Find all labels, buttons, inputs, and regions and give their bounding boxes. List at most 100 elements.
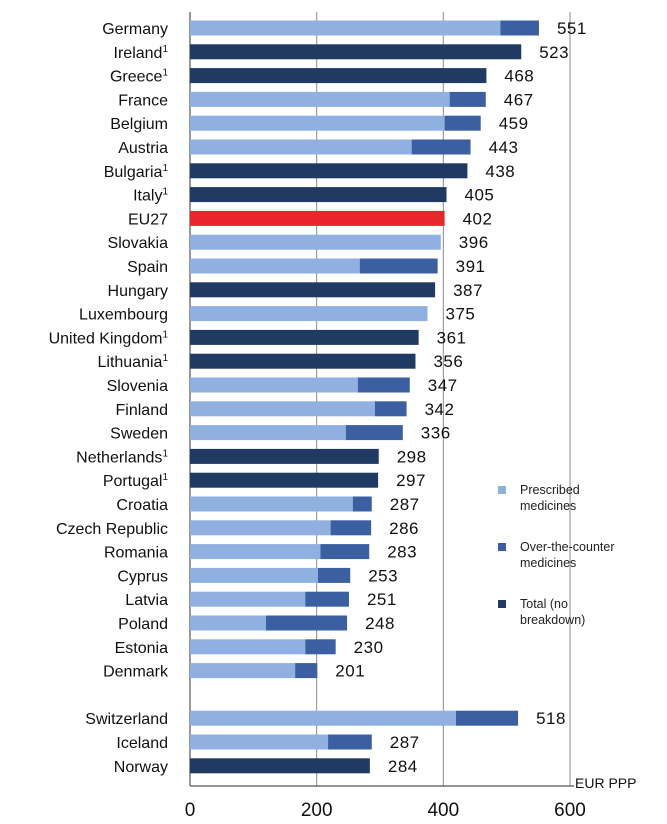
bar-prescribed-austria <box>190 139 412 155</box>
value-label-germany: 551 <box>557 19 587 38</box>
bar-total-italy <box>190 187 447 203</box>
value-label-romania: 283 <box>387 543 417 562</box>
value-label-united-kingdom: 361 <box>437 328 467 347</box>
x-axis: EUR PPP 0 200 400 600 <box>185 775 637 821</box>
category-label-estonia: Estonia <box>115 640 168 657</box>
bar-prescribed-luxembourg <box>190 306 428 322</box>
bar-otc-finland <box>374 401 407 417</box>
bar-otc-cyprus <box>317 567 351 583</box>
category-label-france: France <box>118 92 168 109</box>
x-tick-label: 200 <box>301 800 333 821</box>
category-label-cyprus: Cyprus <box>117 568 168 585</box>
bar-prescribed-finland <box>190 401 375 417</box>
legend-label-prescribed-line2: medicines <box>520 499 576 513</box>
legend-label-otc: Over-the-counter <box>520 540 614 554</box>
bar-total-netherlands <box>190 448 379 464</box>
bar-otc-czech-republic <box>330 520 372 536</box>
legend-label-prescribed: Prescribed <box>520 483 580 497</box>
value-label-slovakia: 396 <box>459 233 489 252</box>
bar-otc-estonia <box>305 639 336 655</box>
value-label-eu27: 402 <box>463 209 493 228</box>
category-label-latvia: Latvia <box>125 592 168 609</box>
category-label-hungary: Hungary <box>108 283 168 300</box>
value-label-luxembourg: 375 <box>446 305 476 324</box>
value-label-denmark: 201 <box>335 662 365 681</box>
bar-prescribed-iceland <box>190 734 329 750</box>
category-label-eu27: EU27 <box>128 211 168 228</box>
legend-swatch-total <box>498 600 506 608</box>
category-label-lithuania: Lithuania1 <box>97 353 168 371</box>
value-label-slovenia: 347 <box>428 376 458 395</box>
bar-total-norway <box>190 758 370 774</box>
category-label-poland: Poland <box>118 616 168 633</box>
category-label-germany: Germany <box>102 21 168 38</box>
bar-prescribed-czech-republic <box>190 520 331 536</box>
bar-prescribed-cyprus <box>190 567 318 583</box>
bar-otc-slovenia <box>357 377 410 393</box>
value-label-spain: 391 <box>456 257 486 276</box>
bar-prescribed-slovakia <box>190 234 441 250</box>
legend-label-otc-line2: medicines <box>520 556 576 570</box>
bar-otc-iceland <box>328 734 372 750</box>
value-label-cyprus: 253 <box>368 566 398 585</box>
bar-prescribed-spain <box>190 258 360 274</box>
category-label-bulgaria: Bulgaria1 <box>104 163 169 181</box>
bar-prescribed-denmark <box>190 663 296 679</box>
legend-label-total: Total (no <box>520 597 568 611</box>
value-label-poland: 248 <box>365 614 395 633</box>
x-tick-label: 400 <box>427 800 459 821</box>
bar-otc-belgium <box>444 115 481 131</box>
axis-unit-label: EUR PPP <box>575 775 636 791</box>
value-label-norway: 284 <box>388 757 418 776</box>
bar-total-bulgaria <box>190 163 468 179</box>
category-label-sweden: Sweden <box>110 426 168 443</box>
bar-prescribed-croatia <box>190 496 353 512</box>
bar-total-united-kingdom <box>190 329 419 345</box>
bar-prescribed-germany <box>190 20 501 36</box>
category-label-belgium: Belgium <box>110 116 168 133</box>
bar-prescribed-poland <box>190 615 266 631</box>
bar-prescribed-slovenia <box>190 377 358 393</box>
category-label-slovakia: Slovakia <box>108 235 169 252</box>
bar-prescribed-france <box>190 91 450 107</box>
value-label-finland: 342 <box>425 400 455 419</box>
bar-otc-poland <box>266 615 348 631</box>
value-label-greece: 468 <box>504 67 534 86</box>
value-label-czech-republic: 286 <box>389 519 419 538</box>
category-label-denmark: Denmark <box>103 664 169 681</box>
category-label-portugal: Portugal1 <box>103 472 169 490</box>
value-label-switzerland: 518 <box>536 709 566 728</box>
value-label-lithuania: 356 <box>433 352 463 371</box>
bar-otc-croatia <box>352 496 372 512</box>
bar-total-portugal <box>190 472 379 488</box>
category-label-switzerland: Switzerland <box>85 711 168 728</box>
bar-otc-latvia <box>305 591 349 607</box>
category-label-finland: Finland <box>116 402 168 419</box>
category-label-austria: Austria <box>118 140 168 157</box>
bar-prescribed-estonia <box>190 639 306 655</box>
value-label-croatia: 287 <box>390 495 420 514</box>
bar-total-greece <box>190 68 487 84</box>
category-label-czech-republic: Czech Republic <box>56 521 168 538</box>
bar-prescribed-sweden <box>190 425 346 441</box>
value-label-france: 467 <box>504 90 534 109</box>
bar-otc-france <box>449 91 486 107</box>
value-label-italy: 405 <box>465 186 495 205</box>
value-label-bulgaria: 438 <box>485 162 515 181</box>
bar-total-ireland <box>190 44 522 60</box>
value-label-iceland: 287 <box>390 733 420 752</box>
category-label-croatia: Croatia <box>116 497 168 514</box>
legend-swatch-prescribed <box>498 486 506 494</box>
bar-otc-spain <box>359 258 438 274</box>
value-label-latvia: 251 <box>367 590 397 609</box>
value-label-sweden: 336 <box>421 424 451 443</box>
bars <box>190 20 539 774</box>
legend-swatch-otc <box>498 543 506 551</box>
value-label-netherlands: 298 <box>397 447 427 466</box>
x-tick-label: 0 <box>185 800 196 821</box>
bar-prescribed-romania <box>190 544 321 560</box>
x-tick-label: 600 <box>554 800 586 821</box>
bar-otc-denmark <box>295 663 318 679</box>
bar-prescribed-belgium <box>190 115 445 131</box>
